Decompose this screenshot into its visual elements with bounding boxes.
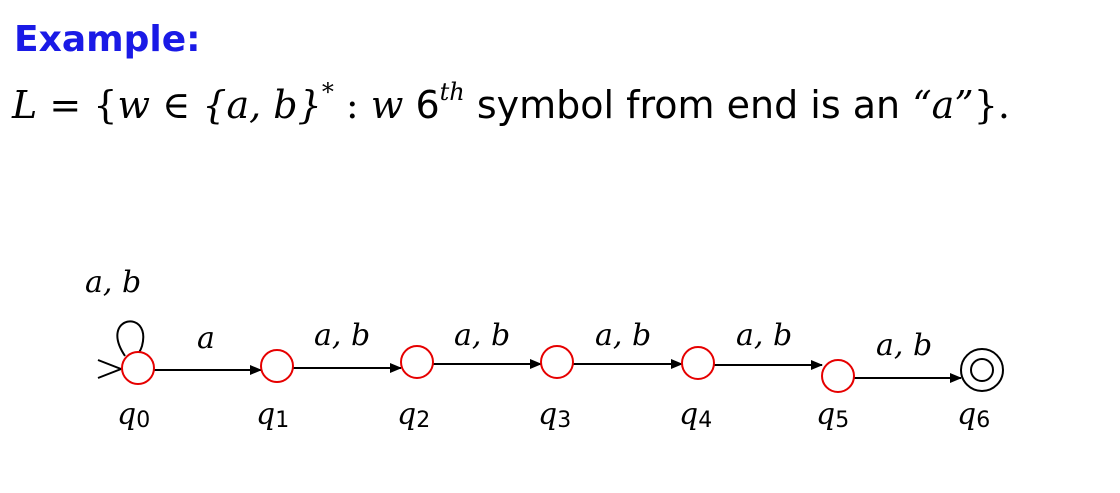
state-q2: q2 xyxy=(397,345,434,433)
state-label-q1: q1 xyxy=(256,397,289,433)
transition-label-q1-q2: a, b xyxy=(314,318,370,353)
position-suffix: th xyxy=(439,78,465,106)
page-title: Example: xyxy=(14,19,201,60)
language-definition: L = {w ∈ {a, b}* : w 6th symbol from end… xyxy=(12,78,1010,129)
state-circle xyxy=(121,351,155,385)
state-label-q3: q3 xyxy=(538,397,571,433)
state-label-q4: q4 xyxy=(679,397,712,433)
transitions-layer: a, b a a, b a, b a, b a, b a, b xyxy=(85,265,962,383)
transition-label-q0-q0: a, b xyxy=(85,265,141,300)
element-of-symbol: ∈ xyxy=(162,83,191,127)
state-q5: q5 xyxy=(816,359,855,433)
accepting-state-outer-ring xyxy=(960,348,1004,392)
state-circle xyxy=(400,345,434,379)
language-symbol: L xyxy=(12,83,38,127)
initial-state-marker xyxy=(97,359,124,379)
state-circle xyxy=(260,349,294,383)
state-q3: q3 xyxy=(538,345,574,433)
position-number: 6 xyxy=(415,83,440,127)
state-label-q0: q0 xyxy=(117,397,150,433)
word-variable: w xyxy=(117,83,150,127)
accepting-state-inner-ring xyxy=(970,358,994,382)
state-circle xyxy=(821,359,855,393)
transition-label-q4-q5: a, b xyxy=(736,318,792,353)
state-q0: q0 xyxy=(117,351,155,433)
alphabet-set: {a, b} xyxy=(202,83,322,127)
transition-label-q3-q4: a, b xyxy=(595,318,651,353)
quoted-symbol: “a” xyxy=(912,83,974,127)
state-label-q2: q2 xyxy=(397,397,430,433)
colon: : xyxy=(345,83,359,127)
state-q1: q1 xyxy=(256,349,294,433)
state-label-q6: q6 xyxy=(957,397,990,433)
transition-label-q0-q1: a xyxy=(197,321,215,356)
state-q6: q6 xyxy=(957,348,1004,433)
word-variable-2: w xyxy=(370,83,404,127)
state-label-q5: q5 xyxy=(816,397,849,433)
transition-label-q2-q3: a, b xyxy=(454,318,510,353)
equals-sign: = xyxy=(49,83,82,127)
state-circle xyxy=(681,346,715,380)
transition-label-q5-q6: a, b xyxy=(876,328,932,363)
state-q4: q4 xyxy=(679,346,715,433)
close-brace: }. xyxy=(973,83,1010,127)
condition-text: symbol from end is an xyxy=(476,83,901,127)
kleene-star: * xyxy=(321,78,334,106)
state-circle xyxy=(540,345,574,379)
states-layer: q0 q1 q2 q3 q4 q5 q6 xyxy=(97,345,1004,433)
open-brace: { xyxy=(93,83,118,127)
